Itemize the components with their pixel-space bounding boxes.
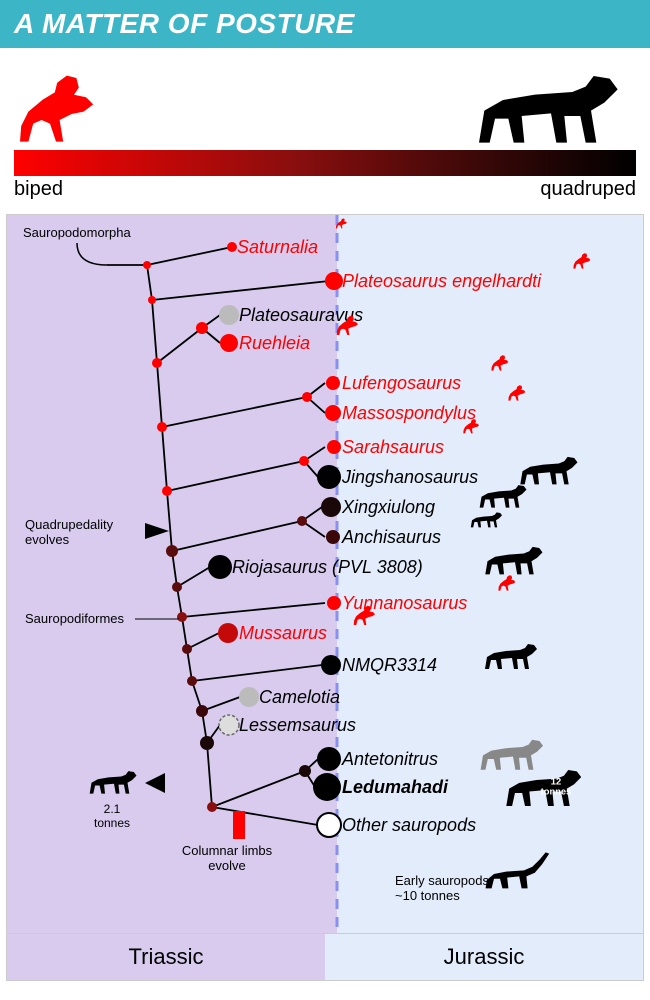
- svg-text:Lufengosaurus: Lufengosaurus: [342, 373, 461, 393]
- svg-text:evolves: evolves: [25, 532, 70, 547]
- svg-text:Plateosaurus engelhardti: Plateosaurus engelhardti: [342, 271, 542, 291]
- svg-text:Quadrupedality: Quadrupedality: [25, 517, 114, 532]
- svg-text:Other sauropods: Other sauropods: [342, 815, 476, 835]
- posture-gradient-section: biped quadruped: [14, 66, 636, 206]
- svg-text:Ledumahadi: Ledumahadi: [342, 777, 449, 797]
- svg-text:NMQR3314: NMQR3314: [342, 655, 437, 675]
- triassic-label: Triassic: [7, 934, 325, 980]
- page-title: A MATTER OF POSTURE: [14, 8, 355, 39]
- svg-text:Lessemsaurus: Lessemsaurus: [239, 715, 356, 735]
- svg-text:Sauropodiformes: Sauropodiformes: [25, 611, 124, 626]
- svg-text:Sauropodomorpha: Sauropodomorpha: [23, 225, 131, 240]
- svg-text:Camelotia: Camelotia: [259, 687, 340, 707]
- svg-text:Early sauropods: Early sauropods: [395, 873, 489, 888]
- svg-text:Riojasaurus (PVL 3808): Riojasaurus (PVL 3808): [232, 557, 423, 577]
- biped-label: biped: [14, 178, 63, 201]
- time-period-bar: Triassic Jurassic: [6, 934, 644, 981]
- quadruped-silhouette: [466, 52, 636, 152]
- gradient-labels: biped quadruped: [14, 178, 636, 201]
- svg-text:Xingxiulong: Xingxiulong: [341, 497, 435, 517]
- svg-text:Saturnalia: Saturnalia: [237, 237, 318, 257]
- posture-gradient-bar: [14, 150, 636, 176]
- svg-text:Sarahsaurus: Sarahsaurus: [342, 437, 444, 457]
- svg-text:Anchisaurus: Anchisaurus: [341, 527, 441, 547]
- svg-text:Yunnanosaurus: Yunnanosaurus: [342, 593, 467, 613]
- svg-text:Columnar limbs: Columnar limbs: [182, 843, 273, 858]
- svg-text:Plateosauravus: Plateosauravus: [239, 305, 363, 325]
- svg-text:12: 12: [551, 776, 561, 786]
- svg-text:evolve: evolve: [208, 858, 246, 873]
- phylogenetic-tree: Sauropodomorpha Saturnalia Plateosaurus en…: [6, 214, 644, 934]
- svg-text:tonnes: tonnes: [541, 786, 572, 796]
- svg-text:~10 tonnes: ~10 tonnes: [395, 888, 460, 903]
- title-bar: A MATTER OF POSTURE: [0, 0, 650, 48]
- quadruped-label: quadruped: [540, 178, 636, 201]
- svg-text:2.1: 2.1: [104, 802, 121, 816]
- svg-text:Massospondylus: Massospondylus: [342, 403, 476, 423]
- svg-text:Mussaurus: Mussaurus: [239, 623, 327, 643]
- biped-silhouette: [14, 66, 134, 150]
- svg-text:Ruehleia: Ruehleia: [239, 333, 310, 353]
- svg-text:Jingshanosaurus: Jingshanosaurus: [341, 467, 478, 487]
- svg-text:tonnes: tonnes: [94, 816, 130, 830]
- svg-text:Antetonitrus: Antetonitrus: [341, 749, 438, 769]
- jurassic-label: Jurassic: [325, 934, 643, 980]
- tree-svg: Sauropodomorpha Saturnalia Plateosaurus en…: [7, 215, 643, 933]
